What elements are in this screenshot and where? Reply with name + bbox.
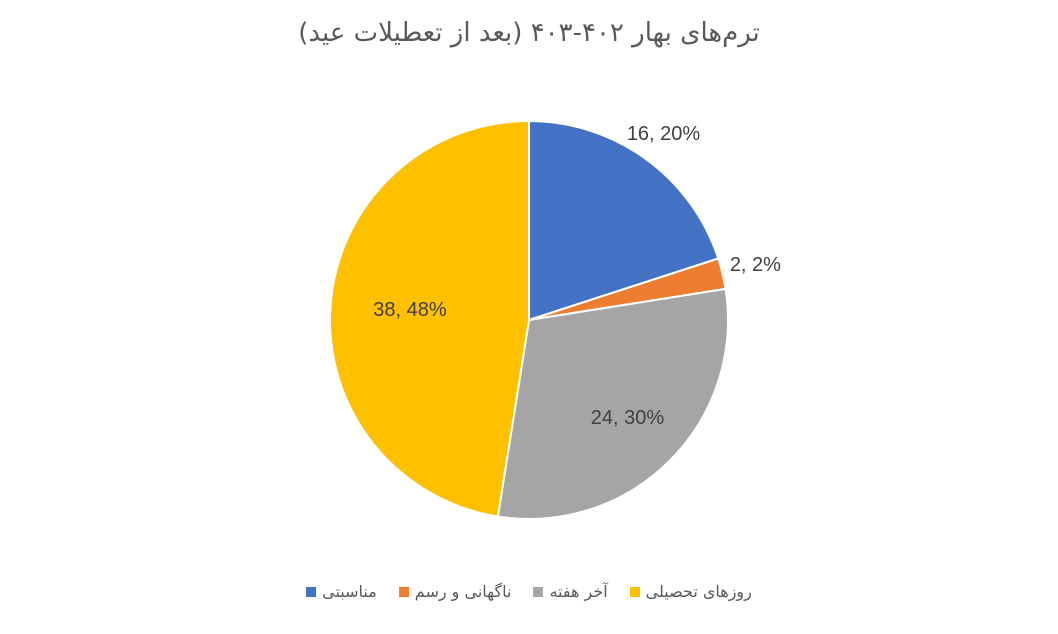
legend-swatch [306,586,317,597]
data-label: 24, 30% [591,407,665,429]
legend: مناسبتی ناگهانی و رسم آخر هفته روزهای تحصیل… [0,582,1058,601]
chart-title: ترم‌های بهار ۴۰۲-۴۰۳ (بعد از تعطیلات عید… [298,18,760,48]
pie-slice [329,119,530,518]
legend-swatch [629,586,640,597]
legend-swatch [533,586,544,597]
data-label: 16, 20% [627,123,701,145]
data-label: 2, 2% [730,254,781,276]
data-label: 38, 48% [373,299,447,321]
legend-label: آخر هفته [549,582,608,601]
legend-swatch [398,586,409,597]
legend-item: آخر هفته [533,582,608,601]
legend-label: مناسبتی [322,582,377,601]
legend-label: ناگهانی و رسم [414,582,512,601]
pie-slice [528,119,720,322]
legend-item: ناگهانی و رسم [398,582,512,601]
pie-slice [496,287,729,520]
legend-label: روزهای تحصیلی [645,582,752,601]
legend-item: روزهای تحصیلی [629,582,752,601]
legend-item: مناسبتی [306,582,377,601]
